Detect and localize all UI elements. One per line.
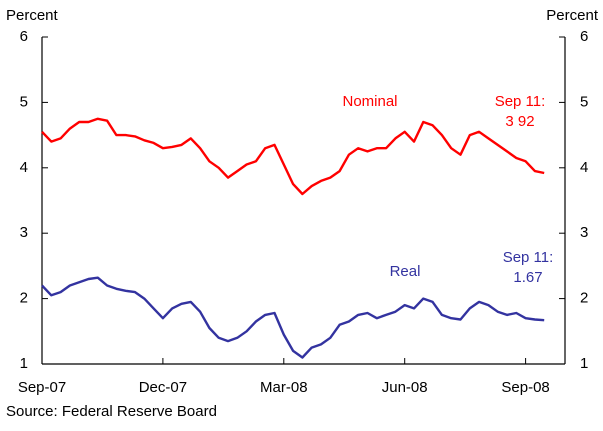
x-tick-label: Sep-08: [501, 379, 549, 396]
x-tick-label: Sep-07: [18, 379, 66, 396]
y-tick-label: 2: [20, 290, 28, 307]
y2-tick-label: 3: [580, 224, 588, 241]
y2-tick-label: 1: [580, 355, 588, 372]
annotation: Sep 11:: [495, 93, 546, 110]
annotation: 1.67: [513, 269, 542, 286]
y2-tick-label: 5: [580, 93, 588, 110]
series-label: Real: [390, 263, 421, 280]
series-line: [41, 117, 545, 196]
y-tick-label: 4: [20, 159, 28, 176]
y2-axis-label: Percent: [546, 7, 599, 24]
annotation: Sep 11:: [503, 249, 554, 266]
y2-tick-label: 4: [580, 159, 588, 176]
y-tick-label: 3: [20, 224, 28, 241]
x-tick-label: Jun-08: [382, 379, 428, 396]
y2-tick-label: 2: [580, 290, 588, 307]
y-axis-label: Percent: [6, 7, 59, 24]
source: Source: Federal Reserve Board: [6, 403, 217, 420]
y2-tick-label: 6: [580, 28, 588, 45]
annotation: 3 92: [505, 113, 534, 130]
series-line: [41, 276, 545, 359]
x-tick-label: Mar-08: [260, 379, 308, 396]
series-label: Nominal: [342, 93, 397, 110]
y-tick-label: 1: [20, 355, 28, 372]
y-tick-label: 6: [20, 28, 28, 45]
y-tick-label: 5: [20, 93, 28, 110]
x-tick-label: Dec-07: [139, 379, 187, 396]
